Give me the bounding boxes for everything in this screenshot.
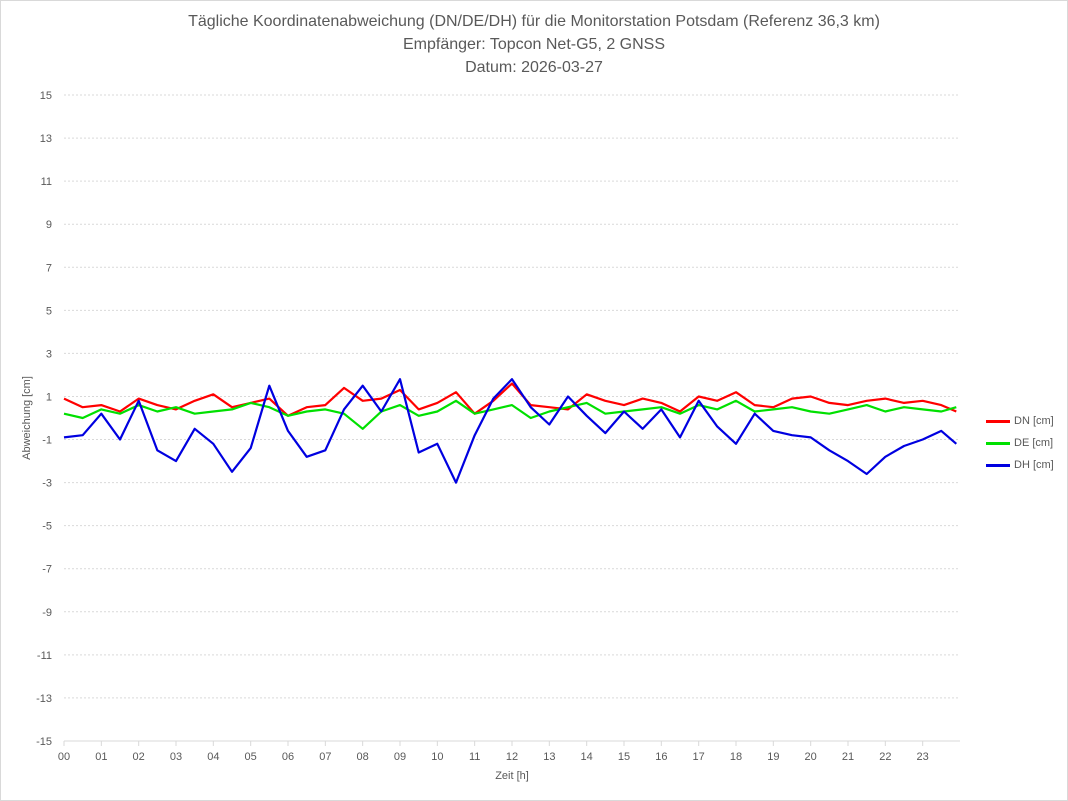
y-tick-label: 13 [40, 133, 52, 145]
x-tick-label: 01 [95, 751, 107, 763]
series-line-dn [63, 382, 957, 417]
y-tick-label: 9 [46, 219, 52, 231]
y-tick-label: 11 [41, 176, 52, 188]
x-axis-label: Zeit [h] [495, 770, 529, 782]
x-tick-label: 23 [917, 751, 929, 763]
x-tick-label: 15 [618, 751, 630, 763]
y-axis-label: Abweichung [cm] [21, 376, 33, 460]
gridlines [63, 94, 960, 746]
y-tick-label: 3 [46, 348, 52, 360]
legend-label-dh: DH [cm] [1014, 459, 1054, 471]
series-line-de [63, 399, 957, 430]
x-tick-label: 08 [357, 751, 369, 763]
x-tick-label: 02 [133, 751, 145, 763]
x-tick-label: 03 [170, 751, 182, 763]
x-tick-label: 20 [805, 751, 817, 763]
x-tick-label: 07 [319, 751, 331, 763]
y-tick-label: -1 [42, 435, 52, 447]
y-tick-label: 7 [46, 262, 52, 274]
legend: DN [cm] DE [cm] DH [cm] [986, 410, 1054, 476]
y-tick-label: -9 [42, 607, 52, 619]
chart-subtitle: Empfänger: Topcon Net-G5, 2 GNSS [402, 36, 666, 53]
chart-title: Tägliche Koordinatenabweichung (DN/DE/DH… [188, 13, 880, 30]
y-tick-label: -11 [37, 650, 52, 662]
y-tick-label: -13 [36, 693, 52, 705]
x-tick-label: 13 [543, 751, 555, 763]
x-tick-label: 19 [767, 751, 779, 763]
x-tick-label: 09 [394, 751, 406, 763]
x-tick-label: 05 [245, 751, 257, 763]
x-tick-label: 18 [730, 751, 742, 763]
x-tick-label: 00 [58, 751, 70, 763]
legend-swatch-dh [986, 463, 1010, 467]
series-lines [63, 378, 958, 484]
x-tick-label: 04 [207, 751, 219, 763]
x-tick-label: 10 [431, 751, 443, 763]
x-tick-label: 17 [693, 751, 705, 763]
legend-item-de: DE [cm] [986, 432, 1054, 454]
x-tick-label: 11 [469, 751, 480, 763]
legend-label-de: DE [cm] [1014, 437, 1054, 449]
y-tick-labels: 15 13 11 9 7 5 3 1 -1 -3 -5 -7 -9 -11 -13 -15 [36, 90, 52, 748]
y-tick-label: -3 [42, 478, 52, 490]
x-tick-label: 22 [879, 751, 891, 763]
y-tick-label: -15 [36, 736, 52, 748]
y-tick-label: 5 [46, 305, 52, 317]
legend-item-dh: DH [cm] [986, 454, 1054, 476]
chart-date: Datum: 2026-03-27 [465, 59, 603, 76]
series-line-dh [63, 378, 958, 484]
y-tick-label: -7 [42, 564, 52, 576]
x-tick-label: 14 [581, 751, 593, 763]
legend-label-dn: DN [cm] [1014, 415, 1054, 427]
x-tick-label: 21 [842, 751, 854, 763]
legend-swatch-de [986, 441, 1010, 445]
x-tick-labels: 00 01 02 03 04 05 06 07 08 09 10 11 12 13 14 15 16 17 18 19… [58, 751, 929, 763]
y-tick-label: 15 [40, 90, 52, 102]
y-tick-label: 1 [46, 391, 52, 403]
x-tick-label: 16 [655, 751, 667, 763]
legend-item-dn: DN [cm] [986, 410, 1054, 432]
legend-swatch-dn [986, 419, 1010, 423]
x-tick-label: 12 [506, 751, 518, 763]
y-tick-label: -5 [42, 521, 52, 533]
x-tick-label: 06 [282, 751, 294, 763]
